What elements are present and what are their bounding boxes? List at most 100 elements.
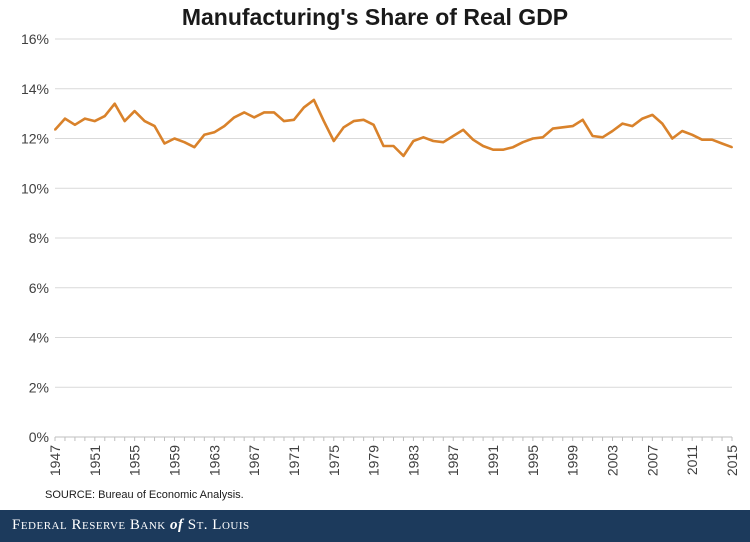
- data-point: [531, 137, 534, 140]
- data-point: [223, 125, 226, 128]
- footer-bank-name: Federal Reserve Bank: [12, 517, 166, 533]
- data-point: [392, 144, 395, 147]
- y-tick-label: 12%: [21, 131, 49, 147]
- line-chart: 0%2%4%6%8%10%12%14%16% 1947 1951 1955 1959 1…: [21, 31, 740, 476]
- x-tick-label: 1951: [87, 445, 103, 476]
- y-axis-ticks: 0% 2% 4% 6% 8% 10% 12% 14% 16%: [21, 31, 49, 445]
- data-point: [601, 136, 604, 139]
- chart-title: Manufacturing's Share of Real GDP: [181, 4, 569, 30]
- gridlines: [55, 38, 732, 438]
- series-line: [54, 98, 733, 158]
- data-point: [54, 128, 56, 131]
- data-point: [422, 136, 425, 139]
- data-point: [143, 120, 146, 123]
- x-tick-label: 1979: [366, 445, 382, 476]
- data-point: [332, 139, 335, 142]
- data-point: [651, 113, 654, 116]
- x-tick-label: 2015: [724, 445, 740, 476]
- x-axis-ticks: 1947 1951 1955 1959 1963 1967 1971 1975 1979 1983…: [47, 437, 740, 476]
- y-tick-label: 6%: [29, 280, 49, 296]
- data-point: [432, 139, 435, 142]
- data-point: [671, 137, 674, 140]
- data-point: [133, 110, 136, 113]
- data-point: [312, 98, 315, 101]
- series-line-group: [54, 98, 733, 158]
- data-point: [482, 144, 485, 147]
- x-tick-label: 2003: [605, 445, 621, 476]
- footer-of: of: [170, 517, 184, 533]
- data-point: [511, 146, 514, 149]
- data-point: [581, 118, 584, 121]
- y-tick-label: 2%: [29, 379, 49, 395]
- x-tick-label: 1971: [286, 445, 302, 476]
- data-point: [541, 136, 544, 139]
- data-point: [591, 135, 594, 138]
- data-point: [352, 120, 355, 123]
- x-tick-label: 2011: [684, 445, 700, 475]
- x-tick-label: 1995: [525, 445, 541, 476]
- data-point: [372, 123, 375, 126]
- x-tick-label: 1983: [405, 445, 421, 476]
- data-point: [153, 125, 156, 128]
- x-tick-label: 1963: [206, 445, 222, 476]
- data-point: [711, 138, 714, 141]
- data-point: [103, 115, 106, 118]
- x-tick-label: 2007: [644, 445, 660, 476]
- data-point: [63, 117, 66, 120]
- data-point: [173, 137, 176, 140]
- y-tick-label: 0%: [29, 429, 49, 445]
- data-point: [73, 123, 76, 126]
- data-point: [691, 133, 694, 136]
- y-tick-label: 16%: [21, 31, 49, 47]
- data-point: [502, 148, 505, 151]
- data-point: [163, 142, 166, 145]
- x-tick-label: 1987: [445, 445, 461, 476]
- data-point: [452, 135, 455, 138]
- data-point: [492, 148, 495, 151]
- footer-banner: Federal Reserve Bank of St. Louis: [0, 510, 750, 542]
- y-tick-label: 4%: [29, 330, 49, 346]
- data-point: [641, 117, 644, 120]
- data-point: [731, 146, 733, 149]
- x-tick-label: 1967: [246, 445, 262, 476]
- data-point: [233, 116, 236, 119]
- data-point: [123, 120, 126, 123]
- y-tick-label: 14%: [21, 81, 49, 97]
- data-point: [551, 127, 554, 130]
- data-point: [701, 138, 704, 141]
- data-point: [472, 138, 475, 141]
- data-point: [631, 125, 634, 128]
- data-point: [83, 117, 86, 120]
- data-point: [93, 120, 96, 123]
- x-tick-label: 1999: [565, 445, 581, 476]
- data-point: [113, 102, 116, 105]
- data-point: [282, 120, 285, 123]
- data-point: [292, 118, 295, 121]
- data-point: [342, 126, 345, 129]
- data-point: [442, 141, 445, 144]
- x-tick-label: 1947: [47, 445, 63, 476]
- x-tick-label: 1955: [127, 445, 143, 476]
- data-point: [213, 131, 216, 134]
- data-point: [382, 144, 385, 147]
- data-point: [243, 111, 246, 114]
- data-point: [721, 142, 724, 145]
- y-tick-label: 10%: [21, 180, 49, 196]
- data-point: [203, 133, 206, 136]
- data-point: [571, 125, 574, 128]
- data-point: [561, 126, 564, 129]
- data-point: [661, 122, 664, 125]
- data-point: [621, 122, 624, 125]
- x-tick-label: 1991: [485, 445, 501, 476]
- data-point: [183, 141, 186, 144]
- data-point: [302, 106, 305, 109]
- data-point: [521, 141, 524, 144]
- source-note: SOURCE: Bureau of Economic Analysis.: [45, 489, 244, 501]
- data-point: [193, 146, 196, 149]
- data-point: [362, 118, 365, 121]
- data-point: [263, 111, 266, 114]
- footer-city: St. Louis: [187, 517, 250, 533]
- footer-logo-text: Federal Reserve Bank of St. Louis: [12, 517, 250, 534]
- data-point: [273, 111, 276, 114]
- x-tick-label: 1975: [326, 445, 342, 476]
